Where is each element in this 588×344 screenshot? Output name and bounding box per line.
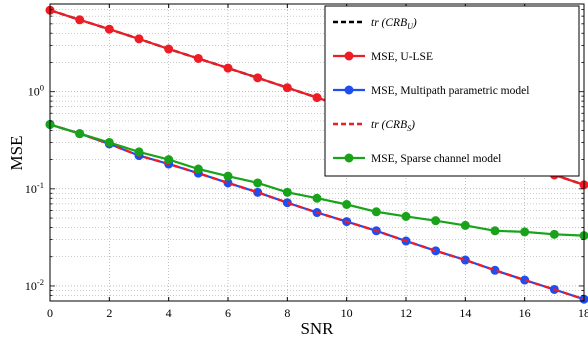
legend-swatch-marker xyxy=(344,153,354,163)
data-point xyxy=(104,24,114,34)
series-lines xyxy=(45,5,588,304)
data-point xyxy=(193,164,203,174)
data-point xyxy=(460,220,470,230)
data-point xyxy=(75,129,85,139)
data-point xyxy=(223,171,233,181)
y-axis-title: MSE xyxy=(7,136,26,171)
data-point xyxy=(134,34,144,44)
data-point xyxy=(282,187,292,197)
legend-label-prefix: tr xyxy=(371,17,379,29)
legend-swatch-marker xyxy=(344,85,354,95)
y-tick-label-base: 10 xyxy=(28,85,40,99)
x-tick-label: 14 xyxy=(459,306,471,320)
y-tick-label-exponent: -2 xyxy=(37,277,44,287)
data-point xyxy=(253,178,263,188)
y-tick-label: 10-1 xyxy=(25,180,44,196)
y-tick-label-exponent: -1 xyxy=(37,180,44,190)
data-point xyxy=(490,226,500,236)
x-tick-label: 0 xyxy=(47,306,53,320)
data-point xyxy=(193,53,203,63)
data-point xyxy=(371,207,381,217)
legend-label: MSE, U-LSE xyxy=(371,51,433,63)
data-point xyxy=(312,93,322,103)
data-point xyxy=(75,15,85,25)
x-axis-title: SNR xyxy=(300,319,334,338)
legend-label-subscript: U xyxy=(407,22,414,31)
legend-label-prefix: tr xyxy=(371,119,379,131)
x-tick-label: 10 xyxy=(341,306,353,320)
x-tick-label: 4 xyxy=(166,306,172,320)
legend-label-body: (CRB xyxy=(379,119,407,131)
y-tick-label-base: 10 xyxy=(25,182,37,196)
y-tick-label: 10-2 xyxy=(25,277,44,293)
legend-label-close: ) xyxy=(412,17,417,29)
x-tick-label: 2 xyxy=(106,306,112,320)
legend-box xyxy=(324,5,580,177)
data-point xyxy=(282,83,292,93)
x-tick-label: 8 xyxy=(284,306,290,320)
data-point xyxy=(223,63,233,73)
x-tick-label: 16 xyxy=(519,306,531,320)
legend-label: tr (CRBU) xyxy=(371,17,417,31)
data-point xyxy=(549,229,559,239)
legend-label-body: (CRB xyxy=(379,17,407,29)
plot-frame xyxy=(49,3,585,302)
data-point xyxy=(342,199,352,209)
data-point xyxy=(401,211,411,221)
x-tick-label: 12 xyxy=(400,306,412,320)
data-point xyxy=(164,44,174,54)
data-point xyxy=(460,255,470,265)
data-point xyxy=(520,275,530,285)
legend-label: tr (CRBS) xyxy=(371,119,415,133)
x-tick-label: 6 xyxy=(225,306,231,320)
data-point xyxy=(431,216,441,226)
legend-label-close: ) xyxy=(410,119,415,131)
data-point xyxy=(520,227,530,237)
y-tick-label-exponent: 0 xyxy=(40,83,44,93)
data-point xyxy=(253,187,263,197)
legend-swatch-marker xyxy=(344,51,354,61)
legend-label: MSE, Sparse channel model xyxy=(371,153,501,165)
x-tick-label: 18 xyxy=(578,306,588,320)
y-tick-label: 100 xyxy=(28,83,44,99)
data-point xyxy=(104,137,114,147)
data-point xyxy=(312,193,322,203)
data-point xyxy=(282,198,292,208)
data-point xyxy=(253,73,263,83)
data-point xyxy=(134,147,144,157)
legend-label: MSE, Multipath parametric model xyxy=(371,85,529,97)
data-point xyxy=(490,265,500,275)
legend-label-subscript: S xyxy=(407,124,411,133)
y-tick-label-base: 10 xyxy=(25,279,37,293)
data-point xyxy=(164,155,174,165)
